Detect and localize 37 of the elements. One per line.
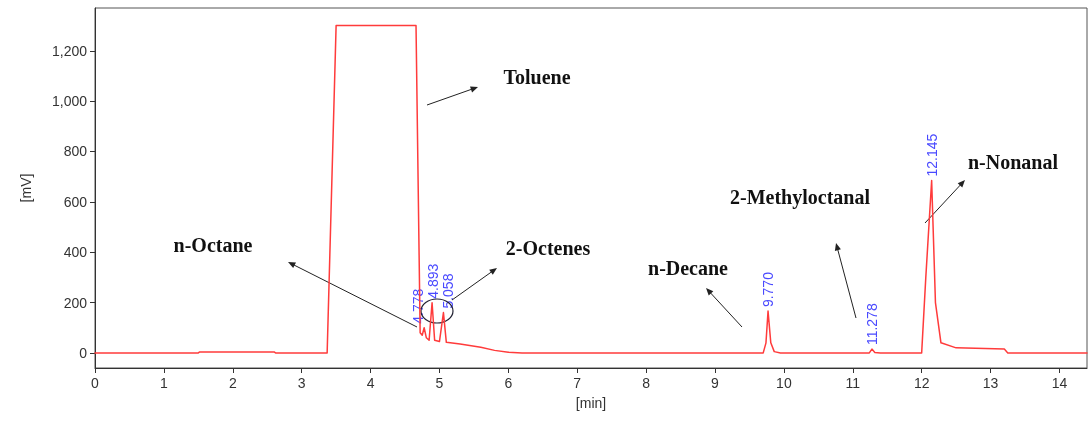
annotation: 12.145 — [923, 133, 940, 177]
annotation: 4.893 — [425, 263, 442, 299]
x-tick-label: 12 — [913, 375, 930, 391]
annotation: 2-Methyloctanal — [730, 186, 871, 209]
x-tick-label: 6 — [504, 375, 513, 391]
x-axis-title: [min] — [575, 395, 607, 411]
x-tick-label: 11 — [845, 375, 861, 391]
x-tick-label: 1 — [159, 375, 168, 391]
annotation: Toluene — [503, 66, 571, 88]
x-tick-label: 0 — [91, 375, 100, 391]
x-tick-label: 10 — [776, 375, 792, 391]
annotation: 4.778 — [410, 288, 427, 324]
annotation: 9.770 — [760, 271, 777, 308]
x-tick-label: 13 — [982, 375, 999, 391]
line-series — [94, 24, 1088, 354]
y-tick-label: 600 — [63, 193, 88, 210]
y-tick-label: 400 — [63, 244, 88, 261]
annotation: n-Nonanal — [967, 151, 1059, 173]
annotation: n-Decane — [648, 257, 729, 279]
x-tick-label: 3 — [297, 375, 306, 391]
y-tick-label: 800 — [63, 143, 88, 160]
x-tick-label: 14 — [1051, 375, 1068, 391]
annotation: 2-Octenes — [505, 237, 591, 259]
annotation: 5.058 — [440, 273, 457, 309]
y-axis-title: [mV] — [18, 173, 34, 203]
x-tick-label: 5 — [435, 375, 444, 391]
annotation: n-Octane — [173, 234, 253, 256]
x-tick-label: 4 — [366, 375, 375, 391]
y-tick-label: 1,200 — [51, 42, 88, 59]
y-tick-label: 0 — [79, 344, 88, 361]
x-tick-label: 9 — [711, 375, 720, 391]
annotation: 11.278 — [863, 303, 880, 346]
y-tick-label: 1,000 — [51, 93, 88, 110]
x-tick-label: 7 — [573, 375, 582, 391]
x-tick-label: 2 — [228, 375, 237, 391]
x-tick-label: 8 — [642, 375, 651, 391]
y-tick-label: 200 — [63, 294, 88, 311]
